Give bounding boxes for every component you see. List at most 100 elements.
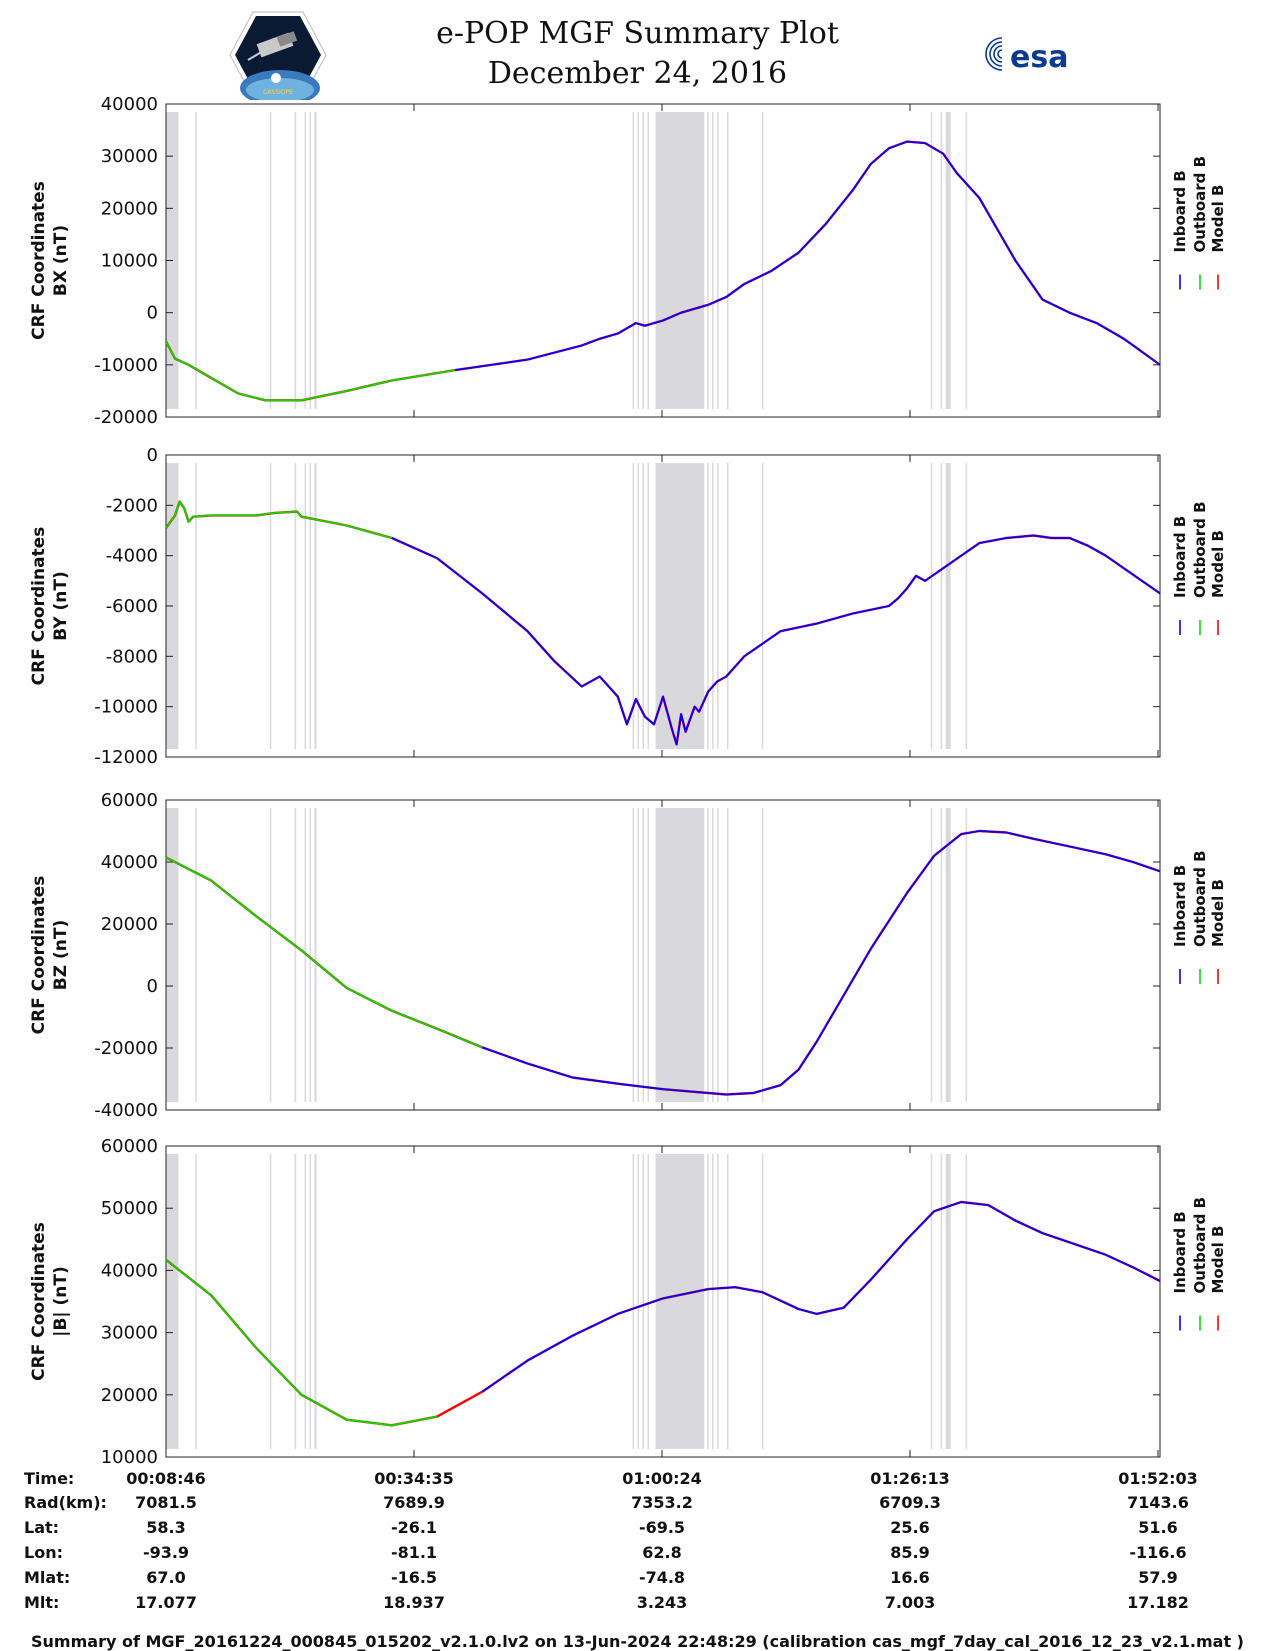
data-gap-4-14 (712, 1154, 714, 1449)
data-gap-3-13 (707, 808, 709, 1102)
y-tick-label: 0 (147, 303, 158, 324)
data-gap-3-8 (632, 808, 635, 1102)
y-tick-label: 20000 (101, 1385, 158, 1406)
info-value: 57.9 (1138, 1568, 1177, 1587)
esa-logo: esa (985, 36, 1068, 75)
outboard-b-line (165, 856, 483, 1049)
data-gap-3-15 (717, 808, 719, 1102)
info-value: 16.6 (890, 1568, 929, 1587)
data-gap-2-13 (707, 463, 709, 749)
info-value: 58.3 (146, 1518, 185, 1537)
left-logo-text: CASSIOPE (263, 89, 293, 96)
info-value: -74.8 (639, 1568, 685, 1587)
legend-label: Model B (1209, 530, 1227, 598)
data-gap-2-10 (642, 463, 645, 749)
y-tick-label: -8000 (106, 646, 158, 667)
y-tick-label: 60000 (101, 1136, 158, 1157)
axes-frame (165, 1145, 1161, 1458)
data-gap-4-10 (642, 1154, 645, 1449)
data-gap-4-3 (269, 1154, 272, 1449)
data-gap-4-2 (195, 1154, 197, 1449)
data-gap-2-17 (761, 463, 764, 749)
info-value: 3.243 (637, 1593, 688, 1612)
y-tick-label: 20000 (101, 198, 158, 219)
data-gap-1-21 (965, 112, 968, 409)
data-gap-2-4 (294, 463, 297, 749)
y-tick-label: -20000 (94, 407, 158, 428)
y-tick-label: 30000 (101, 146, 158, 167)
y-tick-label: 30000 (101, 1323, 158, 1344)
data-gap-1-4 (294, 112, 297, 409)
title-line-1: e-POP MGF Summary Plot (436, 16, 839, 51)
info-value: -81.1 (391, 1543, 437, 1562)
data-gap-3-2 (195, 808, 197, 1102)
info-value: 85.9 (890, 1543, 929, 1562)
data-gap-1-15 (717, 112, 719, 409)
data-gap-3-14 (712, 808, 714, 1102)
y-tick-label: 20000 (101, 914, 158, 935)
y-axis-label: CRF Coordinates (29, 1222, 49, 1381)
data-gap-4-5 (304, 1154, 307, 1449)
data-gap-3-9 (637, 808, 640, 1102)
data-gap-2-8 (632, 463, 635, 749)
legend-label: Outboard B (1191, 850, 1209, 947)
data-gap-2-5 (304, 463, 307, 749)
data-gap-4-17 (761, 1154, 764, 1449)
info-value: -16.5 (391, 1568, 437, 1587)
y-axis-unit-label: BY (nT) (51, 571, 71, 641)
data-gap-2-20 (945, 463, 951, 749)
y-tick-label: 40000 (101, 94, 158, 115)
y-tick-label: -12000 (94, 747, 158, 768)
panel-3: 60000 40000 20000 0 -20000 -40000 CRF Coordina… (29, 790, 1227, 1121)
data-gap-3-7 (314, 808, 317, 1102)
info-value: -116.6 (1129, 1543, 1186, 1562)
info-value: 01:26:13 (870, 1469, 950, 1488)
y-tick-label: 10000 (101, 251, 158, 272)
legend-label: Inboard B (1171, 170, 1189, 252)
data-gap-2-19 (940, 463, 943, 749)
data-gap-2-3 (269, 463, 272, 749)
data-gap-4-21 (965, 1154, 968, 1449)
data-gap-4-8 (632, 1154, 635, 1449)
info-value: 17.077 (135, 1593, 197, 1612)
info-value: 7689.9 (383, 1493, 445, 1512)
inboard-b-line (481, 1201, 1161, 1393)
outboard-b-line (165, 340, 456, 402)
data-gap-4-7 (314, 1154, 317, 1449)
info-value: 7.003 (885, 1593, 936, 1612)
info-value: 62.8 (642, 1543, 681, 1562)
data-gap-4-13 (707, 1154, 709, 1449)
data-gap-3-4 (294, 808, 297, 1102)
info-value: 00:08:46 (126, 1469, 206, 1488)
data-gap-2-11 (647, 463, 649, 749)
y-axis-label: CRF Coordinates (29, 527, 49, 686)
data-gap-3-21 (965, 808, 968, 1102)
y-tick-label: 10000 (101, 1447, 158, 1468)
data-gap-3-10 (642, 808, 645, 1102)
footer-caption: Summary of MGF_20161224_000845_015202_v2… (31, 1632, 1244, 1651)
data-gap-2-6 (309, 463, 312, 749)
data-gap-2-21 (965, 463, 968, 749)
inboard-b-line (455, 140, 1161, 371)
data-gap-2-12 (655, 463, 705, 749)
outboard-b-line (165, 500, 393, 539)
data-gap-1-7 (314, 112, 317, 409)
info-row-label: Lat: (24, 1518, 59, 1537)
data-gap-3-6 (309, 808, 312, 1102)
panel-1: 40000 30000 20000 10000 0 -10000 -20000 CRF Coo… (29, 94, 1227, 428)
right-logo-text: esa (1010, 40, 1068, 75)
y-tick-label: -40000 (94, 1100, 158, 1121)
y-tick-label: -10000 (94, 697, 158, 718)
data-gap-1-13 (707, 112, 709, 409)
data-gap-1-19 (940, 112, 943, 409)
inboard-b-line (481, 830, 1161, 1096)
info-value: 01:00:24 (622, 1469, 702, 1488)
data-gap-4-9 (637, 1154, 640, 1449)
y-tick-label: 40000 (101, 1260, 158, 1281)
data-gap-4-19 (940, 1154, 943, 1449)
info-value: 67.0 (146, 1568, 185, 1587)
legend-label: Inboard B (1171, 1211, 1189, 1293)
data-gap-3-1 (166, 808, 179, 1102)
data-gap-1-12 (655, 112, 705, 409)
